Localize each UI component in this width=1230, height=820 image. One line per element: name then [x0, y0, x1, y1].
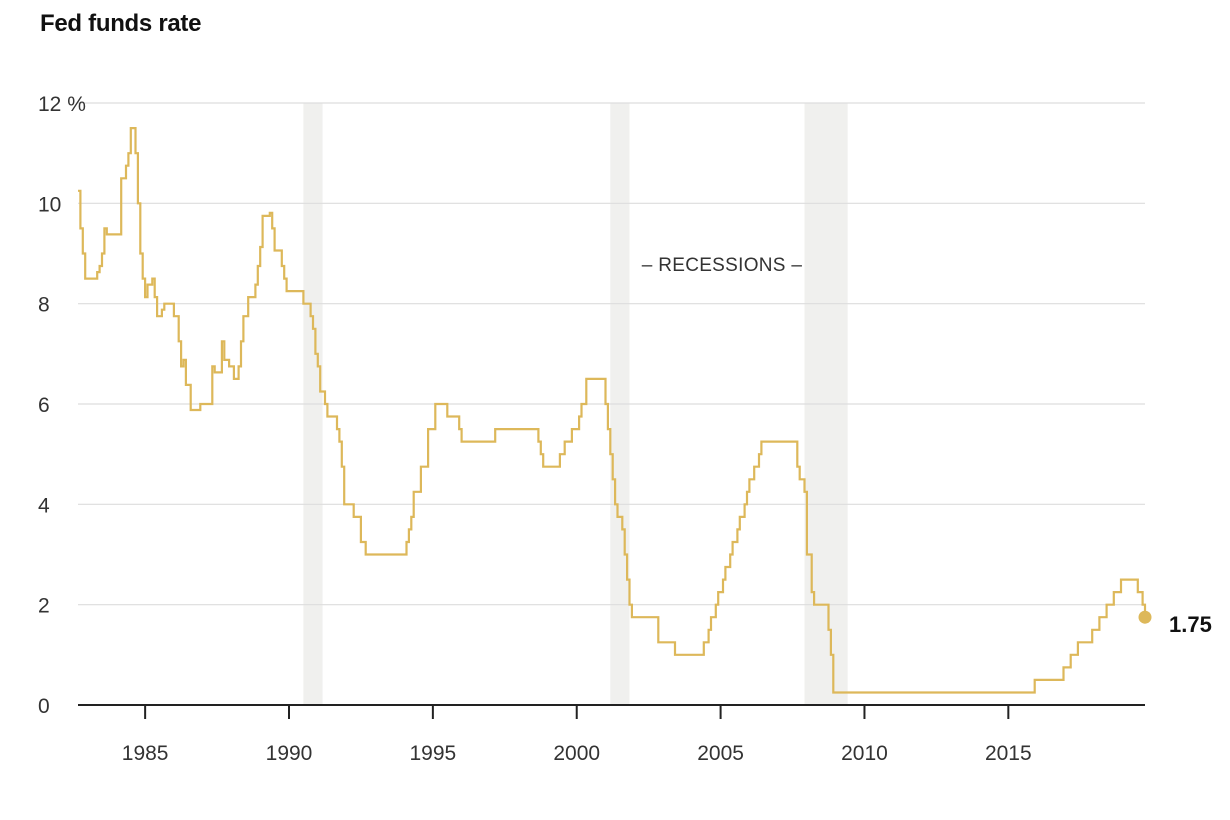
- chart-title: Fed funds rate: [40, 10, 202, 37]
- x-tick-label: 2015: [985, 742, 1032, 765]
- y-axis-ticks: 0 2 4 6 8 10 12 %: [38, 93, 86, 718]
- x-tick-label: 1990: [266, 742, 313, 765]
- y-tick-label: 2: [38, 595, 50, 618]
- x-tick-label: 1985: [122, 742, 169, 765]
- series-line-1: [78, 127, 1147, 694]
- end-point-marker: [1138, 610, 1152, 624]
- x-tick-label: 2005: [697, 742, 744, 765]
- y-tick-label: 0: [38, 695, 50, 718]
- end-value-label: 1.75: [1169, 612, 1212, 637]
- x-tick-label: 1995: [410, 742, 457, 765]
- recessions-label: – RECESSIONS –: [642, 255, 803, 276]
- y-tick-label: 8: [38, 294, 50, 317]
- gridlines: [78, 102, 1145, 606]
- y-tick-label: 10: [38, 193, 61, 216]
- y-tick-label: 4: [38, 494, 50, 517]
- x-tick-label: 2010: [841, 742, 888, 765]
- x-tick-label: 2000: [553, 742, 600, 765]
- x-axis: 1985 1990 1995 2000 2005 2010 2015: [78, 704, 1145, 765]
- y-tick-label: 6: [38, 394, 50, 417]
- end-point: 1.75: [1138, 610, 1212, 637]
- y-tick-label: 12 %: [38, 93, 86, 116]
- series-lines: [78, 127, 1147, 694]
